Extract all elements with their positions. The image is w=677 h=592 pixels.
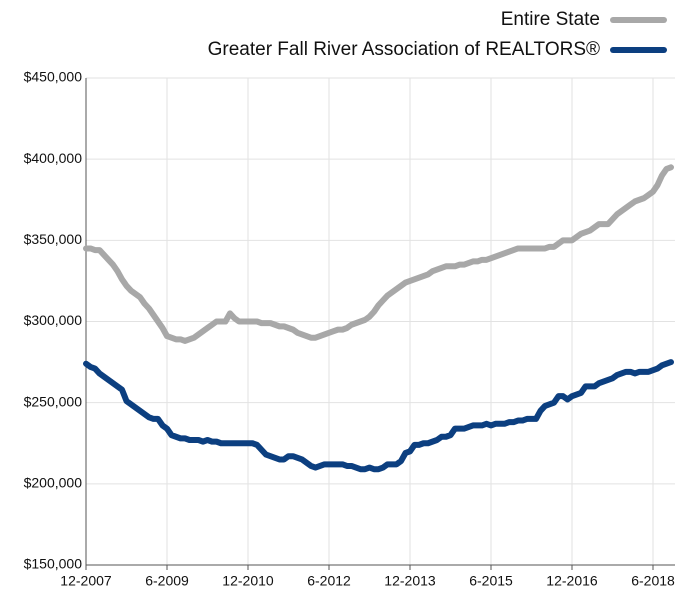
y-tick-label: $350,000 <box>24 231 83 247</box>
y-tick-label: $250,000 <box>24 393 83 409</box>
y-tick-label: $300,000 <box>24 312 83 328</box>
y-tick-label: $150,000 <box>24 556 83 572</box>
x-tick-label: 6-2018 <box>631 573 675 589</box>
series-line <box>83 359 674 473</box>
x-tick-label: 6-2015 <box>469 573 513 589</box>
series-line <box>83 164 674 344</box>
x-tick-label: 12-2010 <box>222 573 274 589</box>
y-tick-label: $450,000 <box>24 69 83 85</box>
y-tick-label: $200,000 <box>24 475 83 491</box>
x-tick-label: 12-2007 <box>60 573 112 589</box>
legend-label: Greater Fall River Association of REALTO… <box>208 39 600 60</box>
x-tick-label: 12-2016 <box>546 573 598 589</box>
x-tick-label: 12-2013 <box>384 573 436 589</box>
legend-label: Entire State <box>501 9 600 30</box>
x-tick-label: 6-2009 <box>145 573 189 589</box>
x-tick-label: 6-2012 <box>307 573 351 589</box>
y-tick-label: $400,000 <box>24 150 83 166</box>
